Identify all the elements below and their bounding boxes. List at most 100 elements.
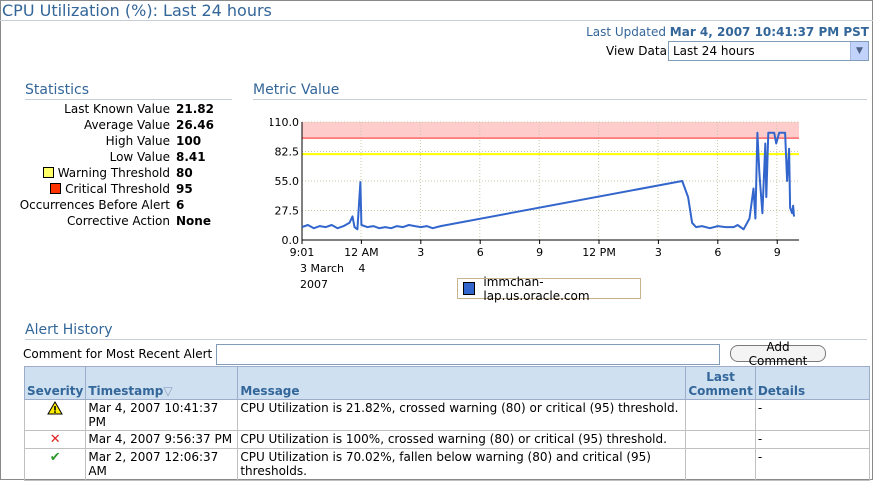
stat-label: Low Value (110, 150, 170, 164)
stat-value: None (176, 214, 211, 228)
severity-cell: ✔ (23, 448, 87, 481)
warning-icon (47, 401, 64, 418)
critical-icon: ✕ (49, 432, 61, 447)
view-data-selected-value: Last 24 hours (673, 44, 755, 58)
column-message[interactable]: Message (237, 366, 687, 400)
critical-swatch-icon (50, 183, 62, 194)
stat-label-text: High Value (105, 134, 170, 148)
x-sublabel-day: 4 (358, 262, 365, 275)
stat-label: High Value (106, 134, 170, 148)
chart-legend: immchan-lap.us.oracle.com (457, 275, 641, 303)
stat-row: Low Value 8.41 (0, 150, 240, 166)
view-data-label: View Data (606, 44, 667, 58)
stat-value: 21.82 (176, 102, 214, 116)
x-tick-label: 6 (477, 246, 484, 259)
stat-row: Critical Threshold 95 (0, 182, 240, 198)
sort-descending-icon[interactable]: ▽ (163, 384, 173, 398)
x-sublabel-month: 3 March (300, 262, 344, 275)
details-cell[interactable]: - (754, 399, 871, 431)
x-tick-label: 6 (714, 246, 721, 259)
stat-row: Corrective Action None (0, 214, 240, 230)
series-line-0 (301, 131, 795, 231)
stat-label: Last Known Value (64, 102, 170, 116)
severity-cell (23, 399, 87, 431)
alert-history-title: Alert History (25, 322, 113, 338)
comment-label: Comment for Most Recent Alert (23, 347, 213, 361)
y-tick-label: 82.5 (275, 146, 300, 159)
page-title: CPU Utilization (%): Last 24 hours (2, 1, 272, 20)
stat-value: 6 (176, 198, 185, 212)
stat-value: 100 (176, 134, 202, 148)
stat-value: 26.46 (176, 118, 214, 132)
x-tick-label: 12 AM (344, 246, 379, 259)
y-tick-label: 0.0 (282, 234, 300, 247)
legend-label: immchan-lap.us.oracle.com (483, 274, 590, 303)
stat-label-text: Occurrences Before Alert (19, 198, 170, 212)
x-tick-label: 3 (655, 246, 662, 259)
stat-label-text: Critical Threshold (65, 182, 170, 196)
timestamp-cell: Mar 2, 2007 12:06:37 AM (85, 448, 239, 481)
statistics-title: Statistics (25, 82, 89, 98)
metric-title: Metric Value (253, 82, 340, 98)
column-last-comment-line1: Last (706, 370, 735, 384)
warning-swatch-icon (42, 167, 54, 178)
message-cell: CPU Utilization is 100%, crossed warning… (237, 430, 687, 449)
timestamp-cell: Mar 4, 2007 9:56:37 PM (85, 430, 239, 449)
y-tick-label: 110.0 (270, 116, 299, 129)
x-sublabel-year: 2007 (300, 278, 328, 291)
column-details[interactable]: Details (754, 366, 871, 400)
legend-swatch (463, 282, 476, 295)
stat-value: 8.41 (176, 150, 206, 164)
details-cell[interactable]: - (754, 430, 871, 449)
critical-band (302, 122, 799, 139)
message-cell: CPU Utilization is 70.02%, fallen below … (237, 448, 687, 481)
column-last-comment-line2: Comment (688, 384, 753, 398)
y-tick-label: 27.5 (275, 205, 300, 218)
stat-label-text: Warning Threshold (57, 166, 170, 180)
timestamp-cell: Mar 4, 2007 10:41:37 PM (85, 399, 239, 431)
table-row: ✕ Mar 4, 2007 9:56:37 PM CPU Utilization i… (23, 430, 871, 449)
clear-icon: ✔ (49, 450, 61, 465)
statistics-divider (25, 99, 232, 100)
alert-history-table: Severity Timestamp▽ Message Last Comment… (23, 366, 871, 481)
chevron-down-icon[interactable]: ▼ (850, 42, 868, 60)
stat-row: Last Known Value 21.82 (0, 102, 240, 118)
column-last-comment[interactable]: Last Comment (685, 366, 756, 400)
stat-label-text: Low Value (109, 150, 170, 164)
stat-row: High Value 100 (0, 134, 240, 150)
last-updated-value: Mar 4, 2007 10:41:37 PM PST (669, 25, 869, 39)
x-tick-label: 3 (417, 246, 424, 259)
table-row: Mar 4, 2007 10:41:37 PM CPU Utilization i… (23, 399, 871, 431)
x-tick-label: 9 (774, 246, 781, 259)
add-comment-button[interactable]: Add Comment (730, 340, 826, 368)
view-data-select[interactable]: Last 24 hours ▼ (668, 41, 869, 61)
stat-label: Corrective Action (67, 214, 170, 228)
x-tick-label: 9 (536, 246, 543, 259)
last-updated-label: Last Updated (586, 25, 666, 39)
stat-row: Occurrences Before Alert 6 (0, 198, 240, 214)
last-comment-cell (685, 430, 756, 449)
severity-cell: ✕ (23, 430, 87, 449)
last-comment-cell (685, 448, 756, 481)
column-timestamp-label: Timestamp (88, 384, 164, 398)
column-timestamp[interactable]: Timestamp▽ (85, 366, 239, 400)
stat-label: Average Value (84, 118, 170, 132)
stat-label-text: Average Value (83, 118, 170, 132)
message-cell: CPU Utilization is 21.82%, crossed warni… (237, 399, 687, 431)
stat-row: Warning Threshold 80 (0, 166, 240, 182)
table-row: ✔ Mar 2, 2007 12:06:37 AM CPU Utilization … (23, 448, 871, 481)
alert-history-divider (25, 339, 867, 340)
x-tick-label: 9:01 (290, 246, 315, 259)
last-updated: Last Updated Mar 4, 2007 10:41:37 PM PST (586, 25, 869, 39)
stat-label: Critical Threshold (50, 182, 170, 196)
stat-label: Warning Threshold (42, 166, 170, 180)
column-severity[interactable]: Severity (23, 366, 87, 400)
comment-input[interactable] (216, 344, 720, 365)
x-tick-label: 12 PM (582, 246, 616, 259)
stat-row: Average Value 26.46 (0, 118, 240, 134)
cpu-utilization-chart: 0.0 27.5 55.0 82.5 110.0 9:01 12 AM 3 6 9 12 PM 3 6 9… (270, 116, 799, 291)
details-cell[interactable]: - (754, 448, 871, 481)
stat-label-text: Corrective Action (66, 214, 170, 228)
stat-label: Occurrences Before Alert (20, 198, 170, 212)
table-header-row: Severity Timestamp▽ Message Last Comment… (23, 366, 871, 400)
